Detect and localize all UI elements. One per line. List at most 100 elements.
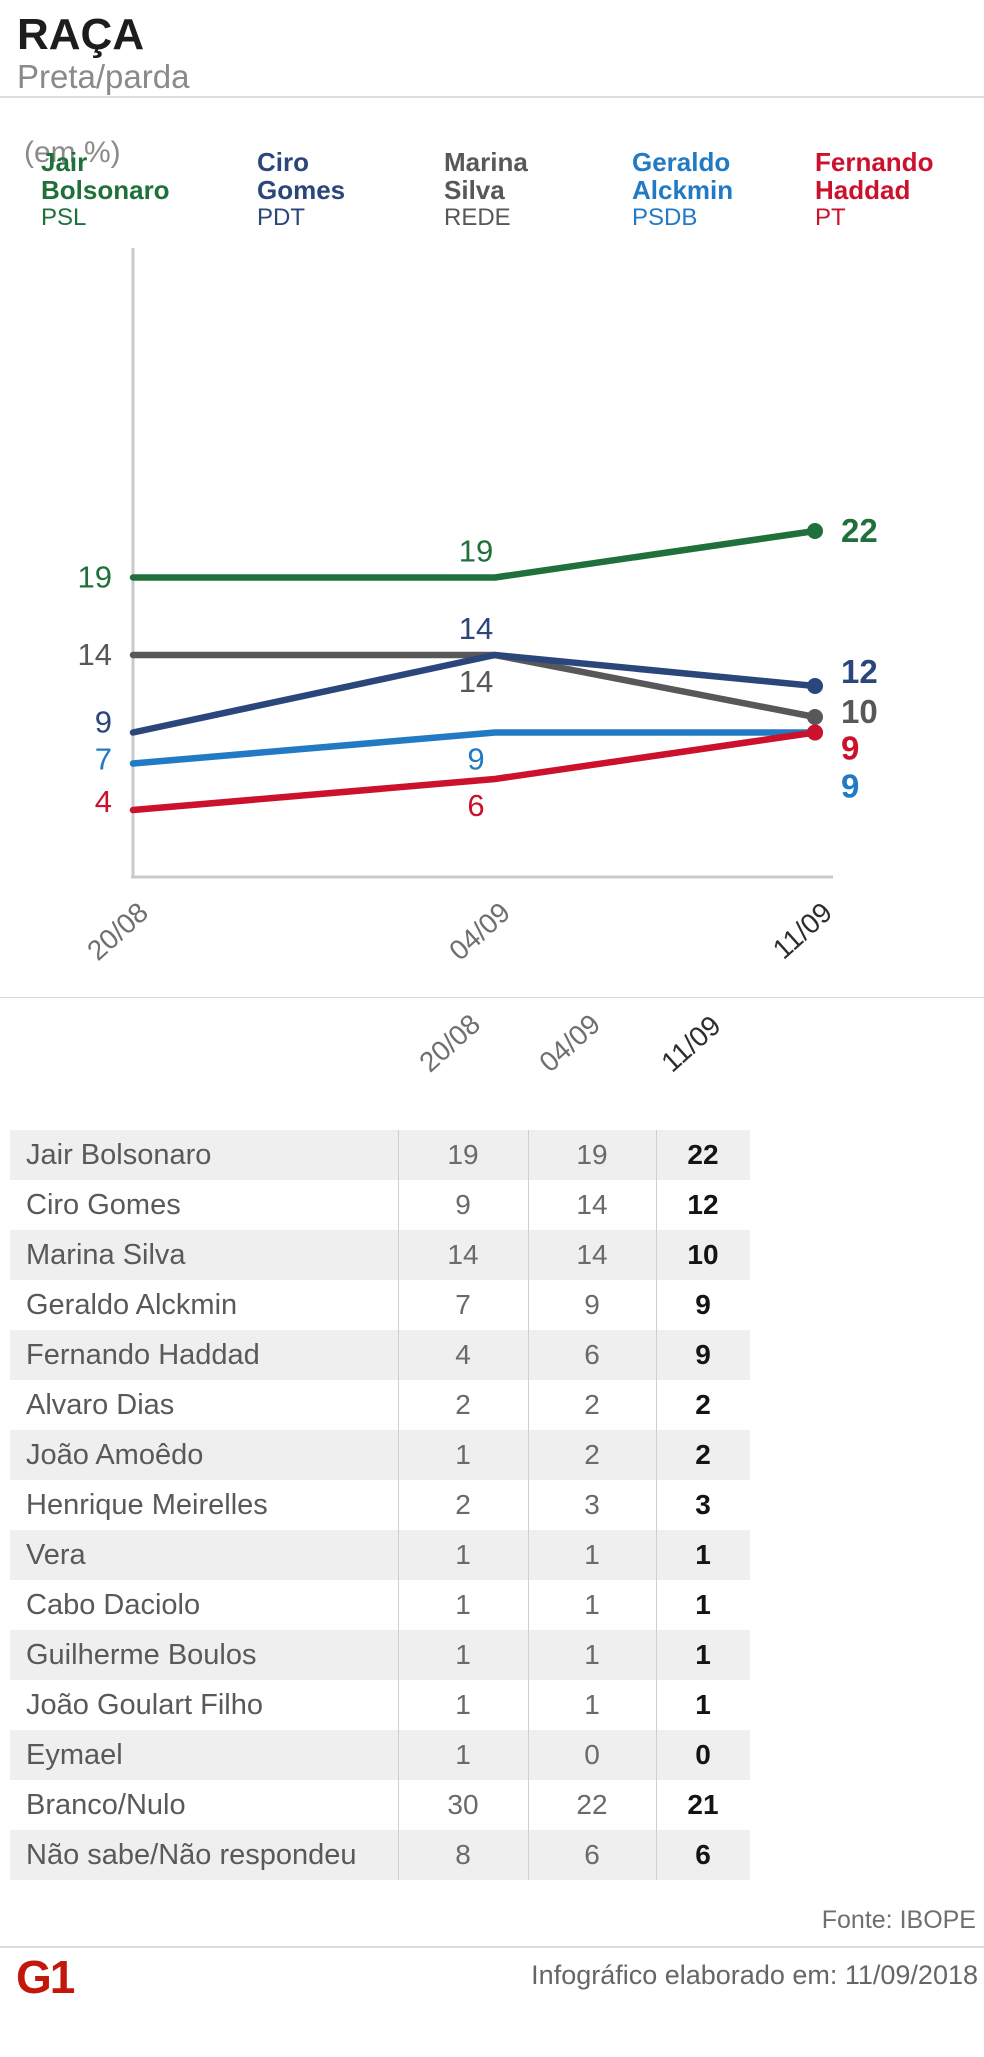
row-candidate-name: Vera	[26, 1539, 86, 1571]
row-value-11-09: 6	[695, 1839, 711, 1870]
row-value-11-09: 10	[687, 1239, 719, 1270]
row-value-20-08: 1	[455, 1689, 471, 1720]
legend-item-bolsonaro: Jair Bolsonaro PSL	[41, 148, 216, 232]
page-title: RAÇA	[17, 10, 145, 59]
value-label-start: 19	[78, 560, 112, 595]
row-candidate-name: João Goulart Filho	[26, 1689, 263, 1721]
table-col-separator	[656, 1130, 657, 1880]
table-header-label: 20/08	[413, 1008, 487, 1078]
candidate-party: REDE	[444, 204, 511, 231]
value-label-start: 9	[95, 705, 112, 740]
table-row: Geraldo Alckmin 7 9 9	[10, 1280, 750, 1330]
row-value-11-09: 22	[687, 1139, 719, 1170]
series-line-gomes	[129, 651, 819, 736]
row-value-11-09: 9	[695, 1289, 711, 1320]
table-row: Marina Silva 14 14 10	[10, 1230, 750, 1280]
row-value-11-09: 21	[687, 1789, 719, 1820]
g1-logo: G1	[16, 1951, 75, 2003]
row-value-04-09: 9	[584, 1289, 600, 1320]
row-candidate-name: Geraldo Alckmin	[26, 1289, 238, 1321]
row-value-11-09: 1	[695, 1589, 711, 1620]
row-value-20-08: 2	[455, 1389, 471, 1420]
table-row: Branco/Nulo 30 22 21	[10, 1780, 750, 1830]
end-point-bolsonaro	[807, 523, 823, 539]
series-line-bolsonaro	[129, 527, 819, 581]
row-value-20-08: 1	[455, 1589, 471, 1620]
x-tick-label: 04/09	[443, 896, 516, 966]
row-value-20-08: 1	[455, 1739, 471, 1770]
candidate-first-name: Ciro	[257, 147, 309, 177]
table-row: Cabo Daciolo 1 1 1	[10, 1580, 750, 1630]
row-value-20-08: 9	[455, 1189, 471, 1220]
row-value-04-09: 2	[584, 1439, 600, 1470]
source-credit: Fonte: IBOPE	[821, 1906, 976, 1934]
table-row: João Goulart Filho 1 1 1	[10, 1680, 750, 1730]
row-value-20-08: 1	[455, 1539, 471, 1570]
table-row: Guilherme Boulos 1 1 1	[10, 1630, 750, 1680]
row-value-20-08: 7	[455, 1289, 471, 1320]
row-value-11-09: 12	[687, 1189, 719, 1220]
row-candidate-name: Cabo Daciolo	[26, 1589, 201, 1621]
unit-label: (em %)	[24, 136, 121, 169]
row-value-11-09: 2	[695, 1439, 711, 1470]
row-candidate-name: Henrique Meirelles	[26, 1489, 268, 1521]
value-label-mid: 14	[459, 611, 493, 646]
row-value-04-09: 1	[584, 1639, 600, 1670]
value-label-start: 4	[95, 784, 112, 819]
candidate-last-name: Haddad	[815, 175, 911, 205]
legend-item-gomes: Ciro Gomes PDT	[257, 148, 432, 232]
table-row: Henrique Meirelles 2 3 3	[10, 1480, 750, 1530]
row-candidate-name: Fernando Haddad	[26, 1339, 260, 1371]
row-value-20-08: 2	[455, 1489, 471, 1520]
table-row: Jair Bolsonaro 19 19 22	[10, 1130, 750, 1180]
value-label-mid: 9	[467, 742, 484, 777]
candidate-last-name: Alckmin	[632, 175, 734, 205]
value-label-end: 22	[841, 512, 878, 549]
footer-divider	[0, 1946, 984, 1948]
row-value-04-09: 22	[576, 1789, 608, 1820]
row-value-11-09: 2	[695, 1389, 711, 1420]
row-candidate-name: Eymael	[26, 1739, 123, 1771]
value-label-start: 14	[78, 637, 112, 672]
row-candidate-name: Não sabe/Não respondeu	[26, 1839, 357, 1871]
legend-item-haddad: Fernando Haddad PT	[815, 148, 984, 232]
table-row: Ciro Gomes 9 14 12	[10, 1180, 750, 1230]
end-point-gomes	[807, 678, 823, 694]
row-value-20-08: 1	[455, 1439, 471, 1470]
row-value-04-09: 19	[576, 1139, 608, 1170]
page-subtitle: Preta/parda	[17, 58, 190, 95]
candidate-party: PDT	[257, 204, 305, 231]
x-tick-label: 20/08	[81, 896, 154, 966]
row-value-04-09: 6	[584, 1839, 600, 1870]
row-value-20-08: 4	[455, 1339, 471, 1370]
row-value-04-09: 14	[576, 1239, 608, 1270]
candidate-party: PSL	[41, 204, 87, 231]
candidate-party: PSDB	[632, 204, 698, 231]
row-candidate-name: Jair Bolsonaro	[26, 1139, 212, 1171]
row-candidate-name: Alvaro Dias	[26, 1389, 175, 1421]
value-label-mid: 14	[459, 664, 493, 699]
row-candidate-name: João Amoêdo	[26, 1439, 204, 1471]
candidate-first-name: Geraldo	[632, 147, 731, 177]
results-table: Jair Bolsonaro 19 19 22 Ciro Gomes 9 14 12 Marin…	[10, 1130, 750, 1880]
row-candidate-name: Ciro Gomes	[26, 1189, 181, 1221]
row-value-20-08: 14	[447, 1239, 479, 1270]
row-value-04-09: 3	[584, 1489, 600, 1520]
row-candidate-name: Marina Silva	[26, 1239, 186, 1271]
legend-item-alckmin: Geraldo Alckmin PSDB	[632, 148, 807, 232]
infographic-date-note: Infográfico elaborado em: 11/09/2018	[531, 1960, 978, 1990]
row-value-04-09: 0	[584, 1739, 600, 1770]
value-label-end: 9	[841, 730, 859, 767]
row-value-11-09: 1	[695, 1639, 711, 1670]
row-value-04-09: 1	[584, 1539, 600, 1570]
end-point-silva	[807, 709, 823, 725]
table-header-label: 11/09	[655, 1009, 727, 1078]
table-row: João Amoêdo 1 2 2	[10, 1430, 750, 1480]
row-value-04-09: 14	[576, 1189, 608, 1220]
row-value-11-09: 1	[695, 1539, 711, 1570]
candidate-first-name: Marina	[444, 147, 528, 177]
table-header-label: 04/09	[533, 1008, 607, 1078]
value-label-end: 9	[841, 768, 859, 805]
row-value-04-09: 6	[584, 1339, 600, 1370]
